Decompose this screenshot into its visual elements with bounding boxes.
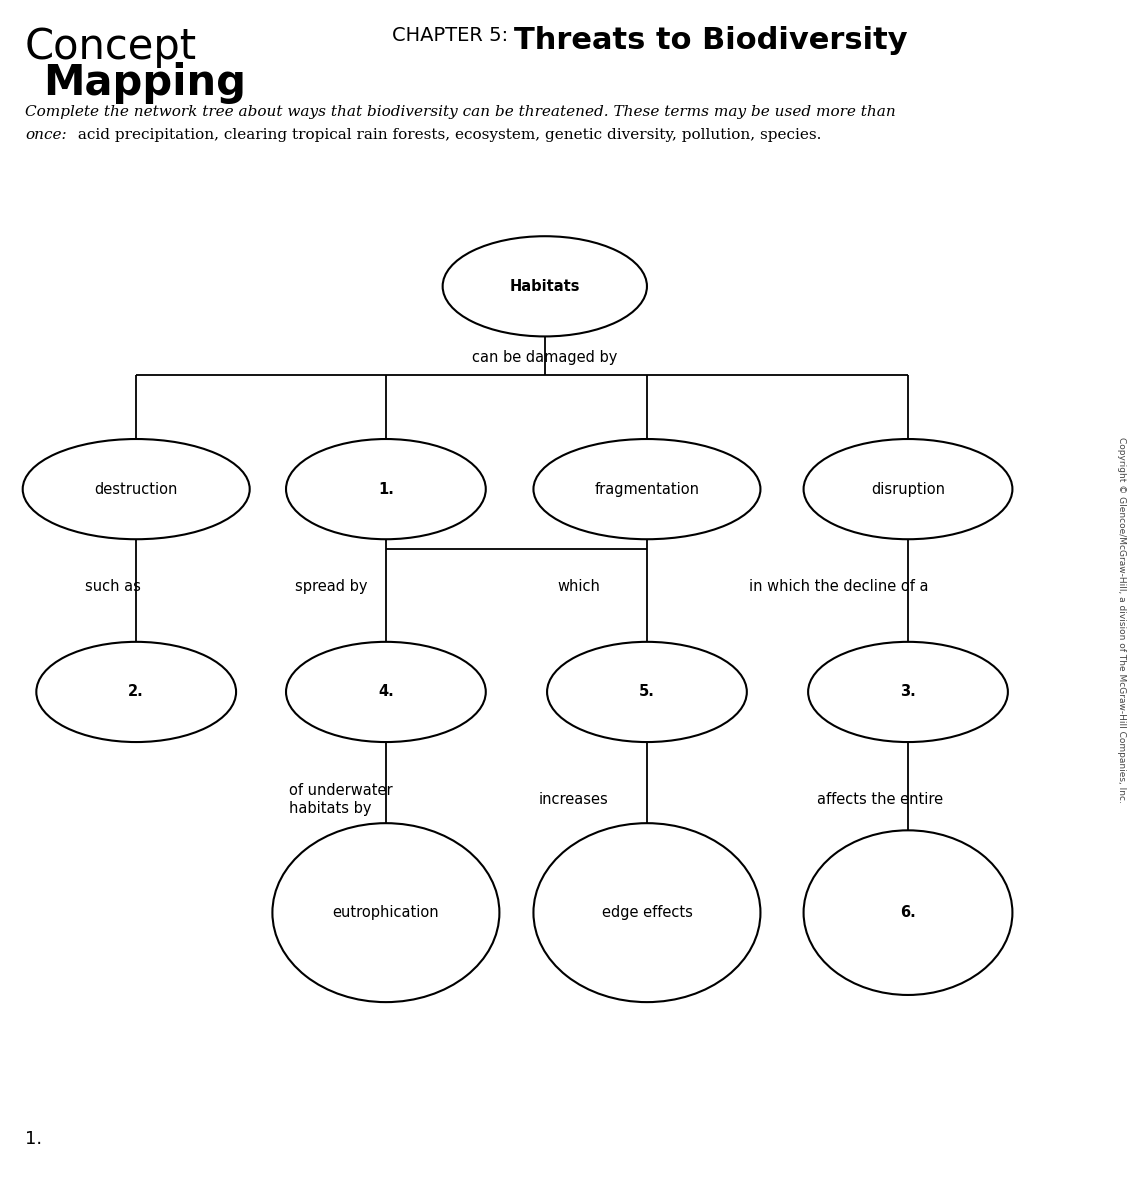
Ellipse shape [547,642,747,742]
Text: 4.: 4. [378,685,394,699]
Text: fragmentation: fragmentation [595,482,699,496]
Ellipse shape [533,823,760,1002]
Text: which: which [557,580,600,594]
Text: spread by: spread by [295,580,368,594]
Text: once:: once: [25,128,67,142]
Text: 5.: 5. [639,685,655,699]
Ellipse shape [804,830,1012,995]
Text: acid precipitation, clearing tropical rain forests, ecosystem, genetic diversity: acid precipitation, clearing tropical ra… [73,128,821,142]
Text: 3.: 3. [900,685,916,699]
Text: edge effects: edge effects [602,905,692,920]
Ellipse shape [23,439,250,539]
Ellipse shape [286,439,486,539]
Text: increases: increases [538,792,608,806]
Text: destruction: destruction [94,482,178,496]
Text: Habitats: Habitats [510,279,580,293]
Text: Mapping: Mapping [43,62,246,104]
Text: disruption: disruption [871,482,945,496]
Ellipse shape [443,236,647,336]
Text: 2.: 2. [128,685,144,699]
Text: of underwater
habitats by: of underwater habitats by [289,783,393,816]
Ellipse shape [36,642,236,742]
Text: in which the decline of a: in which the decline of a [749,580,928,594]
Text: 1.: 1. [25,1130,42,1148]
Text: Complete the network tree about ways that biodiversity can be threatened. These : Complete the network tree about ways tha… [25,105,896,119]
Text: Concept: Concept [25,26,197,68]
Text: Copyright © Glencoe/McGraw-Hill, a division of The McGraw-Hill Companies, Inc.: Copyright © Glencoe/McGraw-Hill, a divis… [1117,438,1126,803]
Ellipse shape [804,439,1012,539]
Text: 1.: 1. [378,482,394,496]
Text: can be damaged by: can be damaged by [472,351,617,365]
Text: Threats to Biodiversity: Threats to Biodiversity [514,26,908,55]
Text: eutrophication: eutrophication [333,905,439,920]
Ellipse shape [272,823,499,1002]
Text: affects the entire: affects the entire [817,792,943,806]
Text: such as: such as [85,580,141,594]
Ellipse shape [286,642,486,742]
Text: 6.: 6. [900,905,916,920]
Ellipse shape [808,642,1008,742]
Text: CHAPTER 5:: CHAPTER 5: [392,26,514,45]
Ellipse shape [533,439,760,539]
